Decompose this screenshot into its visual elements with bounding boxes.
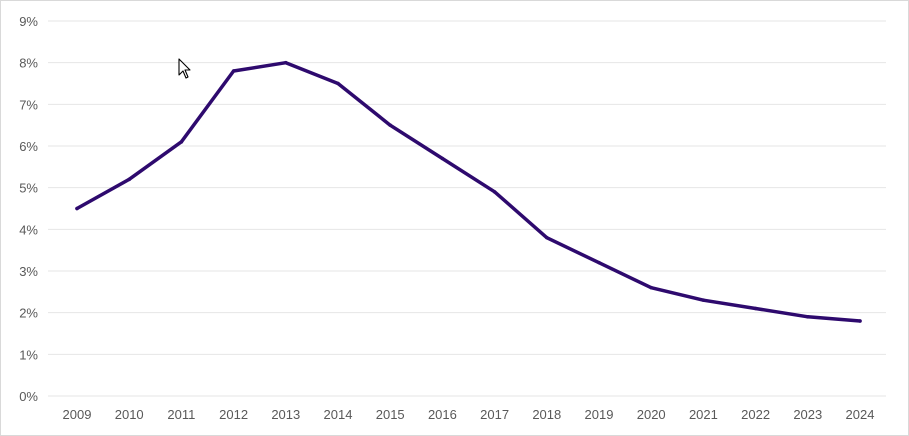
mouse-pointer-icon: [178, 58, 191, 79]
x-tick-label: 2010: [115, 407, 144, 422]
x-tick-label: 2020: [637, 407, 666, 422]
y-tick-label: 8%: [19, 56, 38, 71]
y-tick-label: 4%: [19, 222, 38, 237]
y-tick-label: 9%: [19, 14, 38, 29]
data-point: [753, 306, 758, 311]
y-axis-ticks: 0% 1% 2% 3% 4% 5% 6% 7% 8% 9%: [19, 14, 38, 404]
data-point: [492, 190, 497, 194]
x-tick-label: 2015: [376, 407, 405, 422]
data-point: [284, 60, 288, 65]
y-tick-label: 6%: [19, 139, 38, 154]
data-point: [179, 140, 184, 144]
y-tick-label: 5%: [19, 181, 38, 196]
data-point: [336, 81, 340, 86]
x-tick-label: 2016: [428, 407, 457, 422]
data-point: [127, 177, 131, 182]
data-point: [75, 206, 79, 211]
series-line-0: [75, 60, 862, 323]
x-tick-label: 2014: [324, 407, 353, 422]
data-point: [858, 319, 862, 323]
x-tick-label: 2024: [846, 407, 875, 422]
data-point: [231, 69, 236, 73]
x-axis-ticks: 2009 2010 2011 2012 2013 2014 2015 2016 2017 2018…: [63, 407, 875, 422]
grid-lines: [48, 20, 886, 397]
x-tick-label: 2022: [741, 407, 770, 422]
y-tick-label: 2%: [19, 306, 38, 321]
data-point: [440, 156, 445, 161]
data-point: [597, 260, 601, 265]
x-tick-label: 2023: [793, 407, 822, 422]
x-tick-label: 2021: [689, 407, 718, 422]
data-point: [806, 315, 810, 319]
y-tick-label: 1%: [19, 347, 38, 362]
x-tick-label: 2018: [532, 407, 561, 422]
y-tick-label: 3%: [19, 264, 38, 279]
x-tick-label: 2009: [63, 407, 92, 422]
data-point: [388, 123, 392, 127]
x-tick-label: 2019: [585, 407, 614, 422]
x-tick-label: 2017: [480, 407, 509, 422]
series-group: [75, 60, 862, 323]
data-point: [649, 285, 653, 290]
y-tick-label: 0%: [19, 389, 38, 404]
y-tick-label: 7%: [19, 97, 38, 112]
x-tick-label: 2011: [167, 407, 195, 422]
data-point: [701, 298, 706, 302]
x-tick-label: 2012: [219, 407, 248, 422]
data-point: [545, 235, 549, 240]
x-tick-label: 2013: [271, 407, 300, 422]
